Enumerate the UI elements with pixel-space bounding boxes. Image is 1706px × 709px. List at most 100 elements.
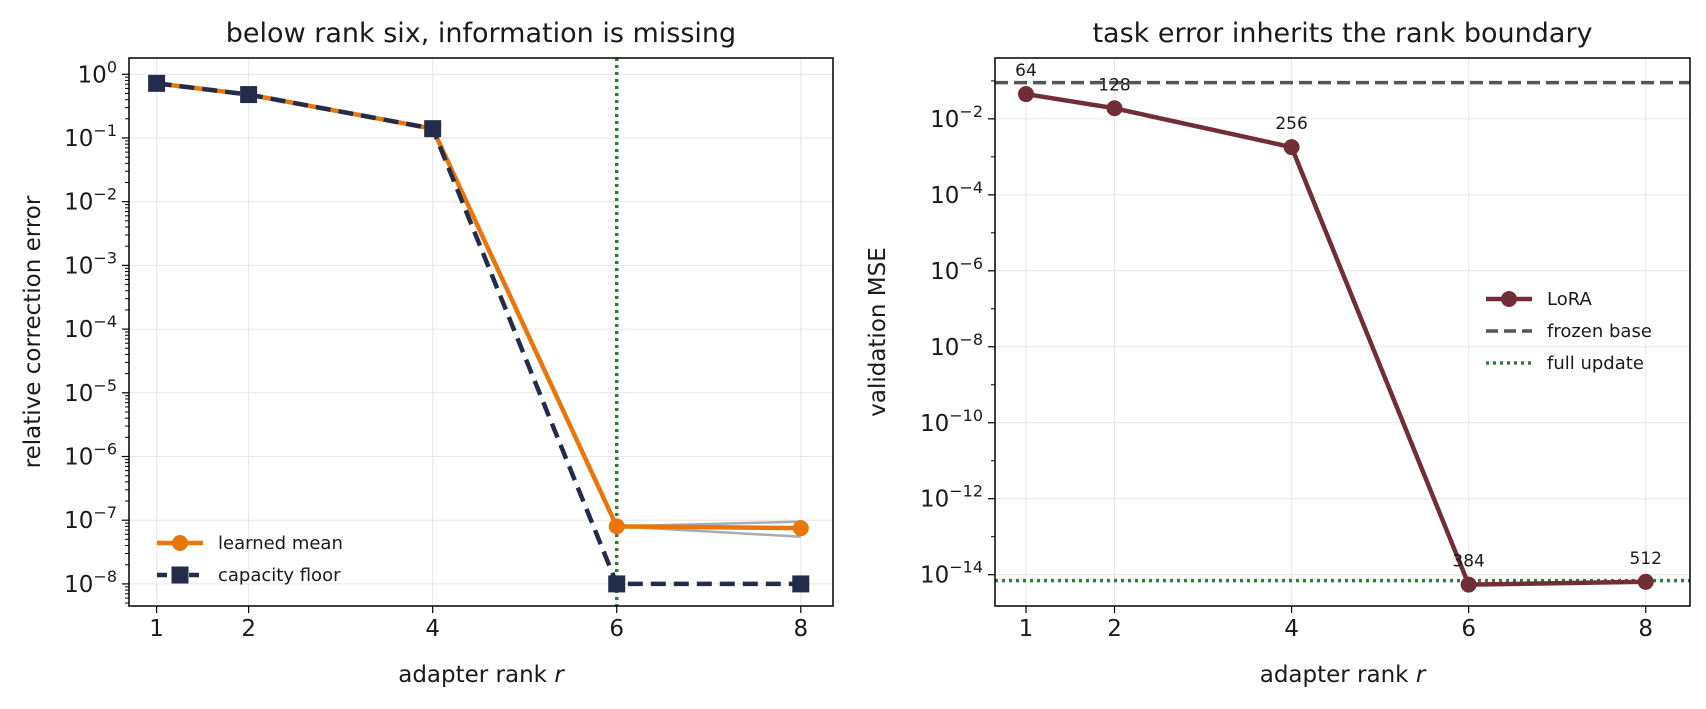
y-tick-label: 10−8	[64, 567, 117, 598]
axes-frame	[994, 57, 1691, 607]
y-tick-label: 10−5	[64, 376, 117, 407]
y-tick-label: 10−4	[64, 312, 117, 343]
x-tick-label: 1	[149, 616, 164, 642]
point-label: 256	[1275, 114, 1307, 134]
x-tick-label: 8	[793, 616, 808, 642]
y-tick-exponent: −2	[93, 185, 117, 204]
y-tick-label: 10−12	[920, 482, 983, 513]
legend-label: frozen base	[1547, 321, 1652, 342]
y-tick-exponent: −14	[949, 558, 983, 577]
series-1-point	[792, 575, 810, 593]
y-tick-exponent: −1	[93, 121, 117, 140]
legend-label: full update	[1547, 353, 1644, 374]
x-tick-label: 1	[1019, 616, 1034, 642]
x-tick-label: 2	[1107, 616, 1122, 642]
y-tick-exponent: −6	[93, 439, 117, 458]
x-tick-label: 6	[609, 616, 624, 642]
y-tick-label: 10−3	[64, 248, 117, 279]
left-chart-panel: 1 2 4 6 810010−110−210−310−410−510−610−710−8…	[20, 18, 834, 688]
x-tick-label: 2	[241, 616, 256, 642]
y-tick-exponent: 0	[107, 57, 117, 76]
y-tick-exponent: −10	[949, 406, 983, 425]
x-axis-label-variable: r	[554, 662, 565, 688]
y-tick-label: 10−2	[930, 102, 983, 133]
point-label: 384	[1452, 552, 1484, 572]
y-tick-label: 100	[78, 57, 117, 88]
y-tick-base: 10	[920, 411, 949, 437]
legend-label: LoRA	[1547, 289, 1593, 310]
series-1-point	[608, 575, 626, 593]
y-tick-exponent: −3	[93, 248, 117, 267]
point-label: 64	[1015, 61, 1037, 81]
y-tick-base: 10	[64, 508, 93, 534]
y-tick-base: 10	[930, 183, 959, 209]
y-tick-exponent: −5	[93, 376, 117, 395]
y-tick-exponent: −8	[93, 567, 117, 586]
legend: learned mean capacity floor	[157, 533, 343, 586]
series-line-0	[156, 81, 801, 531]
legend-swatch-marker	[1501, 291, 1517, 307]
y-tick-label: 10−1	[64, 121, 117, 152]
x-tick-label: 8	[1638, 616, 1653, 642]
legend-label: learned mean	[218, 533, 343, 554]
series-0-point	[1106, 100, 1123, 117]
y-tick-base: 10	[64, 126, 93, 152]
y-tick-exponent: −8	[959, 330, 983, 349]
y-tick-base: 10	[930, 107, 959, 133]
y-tick-base: 10	[920, 487, 949, 513]
axes-frame	[128, 57, 834, 607]
y-tick-base: 10	[64, 190, 93, 216]
y-tick-exponent: −4	[93, 312, 117, 331]
y-tick-base: 10	[64, 444, 93, 470]
y-tick-base: 10	[64, 253, 93, 279]
y-tick-label: 10−14	[920, 558, 983, 589]
series-1-point	[240, 86, 258, 104]
y-tick-label: 10−6	[64, 439, 117, 470]
plot-area	[148, 58, 810, 606]
y-tick-exponent: −2	[959, 102, 983, 121]
series-0-point	[608, 518, 625, 535]
y-tick-label: 10−6	[930, 254, 983, 285]
y-tick-base: 10	[64, 381, 93, 407]
series-0-point	[1637, 573, 1654, 590]
y-tick-base: 10	[64, 317, 93, 343]
y-tick-label: 10−8	[930, 330, 983, 361]
y-tick-base: 10	[930, 259, 959, 285]
chart-title: task error inherits the rank boundary	[1092, 18, 1592, 49]
plot-area	[995, 80, 1690, 593]
series-0-point	[1460, 576, 1477, 593]
x-axis-label: adapter rank r	[398, 662, 565, 688]
y-tick-base: 10	[920, 563, 949, 589]
point-label: 128	[1098, 75, 1130, 95]
x-tick-label: 4	[1284, 616, 1299, 642]
series-1-point	[424, 120, 442, 138]
point-label: 512	[1630, 549, 1662, 569]
y-tick-label: 10−10	[920, 406, 983, 437]
y-tick-exponent: −7	[93, 503, 117, 522]
y-tick-exponent: −6	[959, 254, 983, 273]
y-axis-label: validation MSE	[865, 247, 891, 417]
chart-title: below rank six, information is missing	[226, 18, 736, 49]
x-tick-label: 4	[425, 616, 440, 642]
series-0-point	[1017, 86, 1034, 103]
series-1-point	[148, 74, 166, 92]
series-0-point	[1283, 139, 1300, 156]
x-axis-label: adapter rank r	[1260, 662, 1427, 688]
x-tick-label: 6	[1461, 616, 1476, 642]
x-axis-label-variable: r	[1416, 662, 1427, 688]
y-axis-label: relative correction error	[20, 195, 46, 468]
legend-swatch-marker	[172, 535, 188, 551]
y-tick-base: 10	[78, 62, 107, 88]
y-tick-base: 10	[930, 335, 959, 361]
legend: LoRA frozen base full update	[1486, 289, 1652, 374]
y-tick-exponent: −4	[959, 178, 983, 197]
y-tick-label: 10−4	[930, 178, 983, 209]
legend-swatch-marker	[171, 566, 189, 584]
legend-label: capacity floor	[218, 565, 341, 586]
series-0-point	[792, 520, 809, 537]
y-tick-base: 10	[64, 572, 93, 598]
seed-trace-line	[156, 82, 801, 528]
seed-trace-line	[156, 82, 801, 538]
series-line-1	[156, 81, 801, 587]
